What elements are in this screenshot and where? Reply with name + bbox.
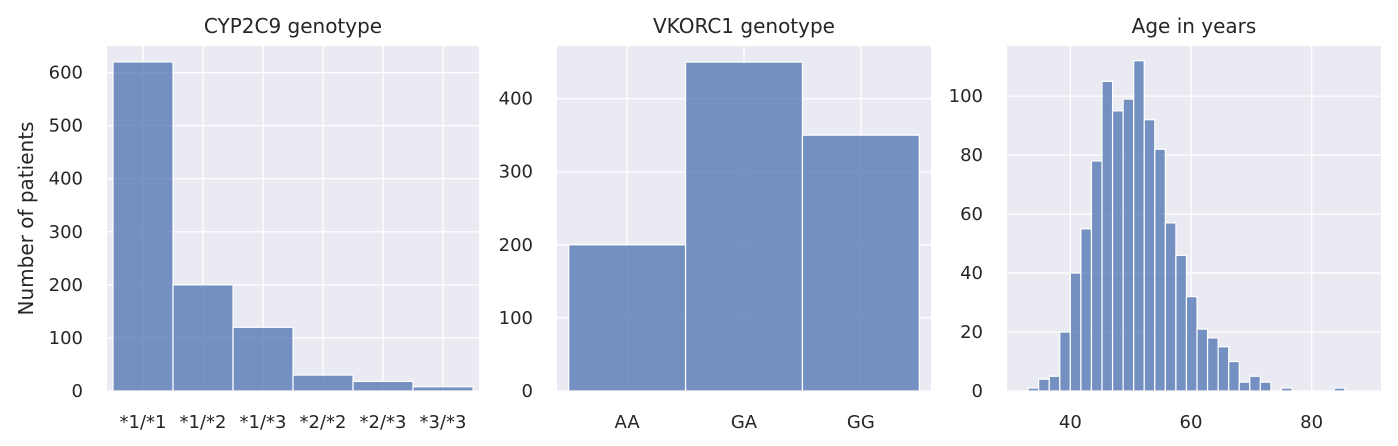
histogram-bar <box>1154 148 1166 392</box>
chart-title: CYP2C9 genotype <box>204 14 382 38</box>
histogram-bar <box>1038 378 1050 392</box>
y-tick-label: 100 <box>949 86 983 107</box>
bar-1-3 <box>232 326 294 392</box>
bar-1-1 <box>112 61 174 392</box>
bar-GA <box>684 61 804 392</box>
histogram-bar <box>1143 119 1156 392</box>
x-tick-label: 40 <box>1059 412 1082 433</box>
x-tick-label: 80 <box>1300 412 1323 433</box>
histogram-bar <box>1259 381 1272 392</box>
y-tick-label: 100 <box>499 308 533 329</box>
x-tick-label: *2/*2 <box>300 412 347 433</box>
x-tick-label: *2/*3 <box>360 412 407 433</box>
histogram-bar <box>1217 346 1230 392</box>
histogram-bar <box>1101 80 1114 392</box>
y-tick-label: 400 <box>499 89 533 110</box>
histogram-bar <box>1111 110 1124 392</box>
bar-AA <box>568 244 687 392</box>
histogram-bar <box>1133 60 1145 392</box>
bar-3-3 <box>412 386 474 392</box>
histogram-bar <box>1228 360 1240 392</box>
x-tick-label: *1/*3 <box>240 412 287 433</box>
histogram-bar <box>1280 387 1293 392</box>
histogram-bar <box>1196 328 1209 392</box>
x-tick-label: AA <box>615 412 641 433</box>
y-axis-label: Number of patients <box>14 122 38 316</box>
histogram-bar <box>1164 222 1177 392</box>
bar-GG <box>801 134 920 392</box>
x-tick-label: *3/*3 <box>420 412 467 433</box>
y-tick-label: 200 <box>499 235 533 256</box>
y-tick-label: 200 <box>49 275 83 296</box>
histogram-bar <box>1185 296 1198 392</box>
age-in-years-chart: 0 20 40 60 80 100 40 60 80 Age in years <box>949 14 1381 433</box>
bar-2-2 <box>292 374 354 392</box>
x-tick-label: GA <box>731 412 758 433</box>
histogram-bar <box>1048 375 1061 392</box>
cyp2c9-genotype-chart: 0 100 200 300 400 500 600 *1/*1 *1/*2 *1/*3 *2/*2 *… <box>14 14 479 433</box>
y-tick-label: 0 <box>972 381 983 402</box>
histogram-bar <box>1069 272 1082 392</box>
y-tick-label: 40 <box>960 263 983 284</box>
y-tick-label: 600 <box>49 63 83 84</box>
x-tick-label: 60 <box>1180 412 1203 433</box>
y-tick-label: 60 <box>960 204 983 225</box>
y-tick-label: 300 <box>499 162 533 183</box>
histogram-bar <box>1090 160 1103 392</box>
histogram-bar <box>1027 387 1040 392</box>
y-tick-label: 400 <box>49 169 83 190</box>
x-tick-label: *1/*2 <box>180 412 227 433</box>
histogram-bar <box>1333 387 1346 392</box>
chart-title: Age in years <box>1132 14 1257 38</box>
vkorc1-genotype-chart: 0 100 200 300 400 AA GA GG VKORC1 genotype <box>499 14 931 433</box>
histogram-bar <box>1175 254 1188 392</box>
bar-1-2 <box>172 284 234 392</box>
y-tick-label: 100 <box>49 328 83 349</box>
y-tick-label: 0 <box>522 381 533 402</box>
x-tick-label: *1/*1 <box>120 412 167 433</box>
y-tick-label: 20 <box>960 322 983 343</box>
histogram-bar <box>1080 228 1093 392</box>
histogram-bar <box>1122 98 1135 392</box>
x-tick-label: GG <box>847 412 875 433</box>
y-tick-label: 0 <box>72 381 83 402</box>
y-tick-label: 300 <box>49 222 83 243</box>
histogram-bar <box>1238 381 1251 392</box>
bar-2-3 <box>352 380 414 392</box>
histogram-bar <box>1206 337 1219 392</box>
y-tick-label: 80 <box>960 145 983 166</box>
histogram-bar <box>1059 331 1071 392</box>
chart-title: VKORC1 genotype <box>653 14 835 38</box>
histogram-bar <box>1249 375 1261 392</box>
y-tick-label: 500 <box>49 116 83 137</box>
